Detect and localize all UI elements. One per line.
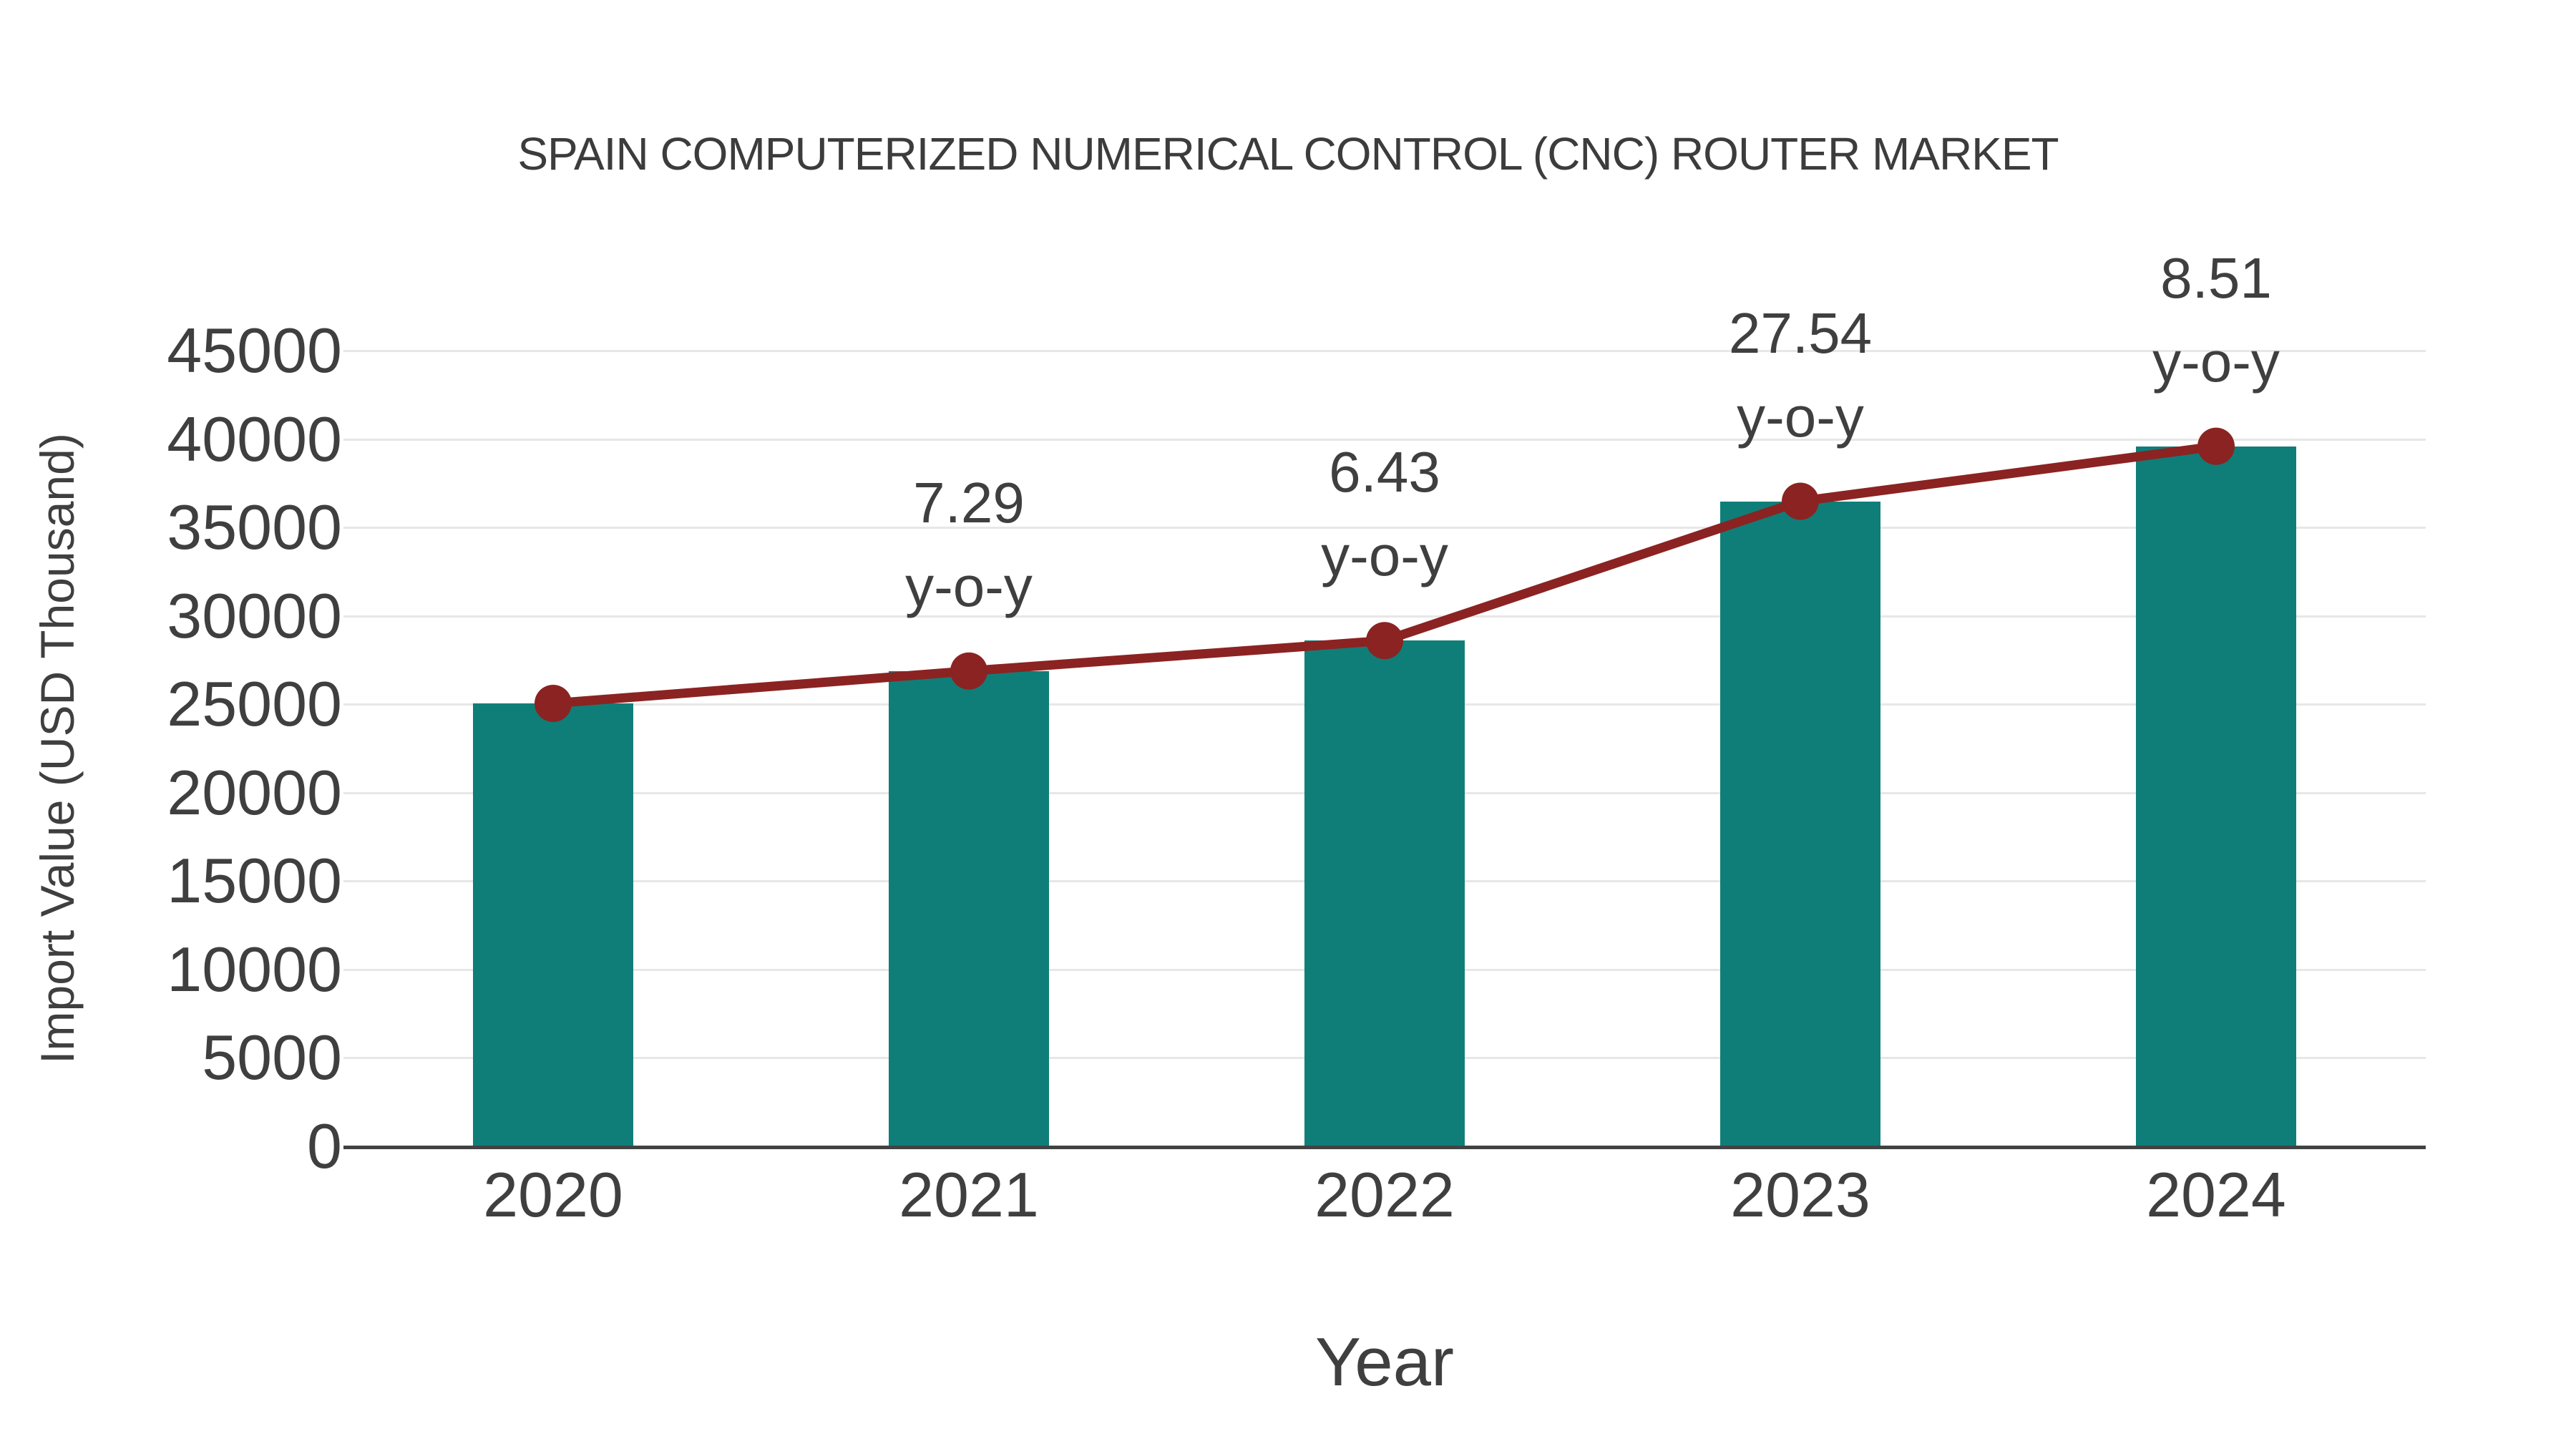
bar-2021 (889, 670, 1049, 1146)
y-gridline (343, 438, 2426, 441)
trend-marker-2021 (950, 652, 987, 690)
annotation-2024-value: 8.51 (2160, 245, 2272, 310)
trend-marker-2024 (2197, 427, 2235, 465)
annotation-2021-unit: y-o-y (905, 554, 1033, 618)
annotation-2023-unit: y-o-y (1737, 384, 1864, 449)
trend-marker-2020 (535, 684, 572, 722)
y-tick-label: 10000 (167, 933, 342, 1005)
trend-marker-2023 (1782, 482, 1819, 520)
y-tick-label: 5000 (202, 1022, 342, 1093)
annotation-2021-value: 7.29 (913, 470, 1025, 535)
x-tick-label-2022: 2022 (1314, 1159, 1455, 1230)
x-tick-label-2024: 2024 (2146, 1159, 2286, 1230)
x-tick-label-2021: 2021 (899, 1159, 1039, 1230)
x-tick-label-2023: 2023 (1730, 1159, 1870, 1230)
annotation-2023-value: 27.54 (1728, 301, 1873, 365)
annotation-2022-unit: y-o-y (1321, 524, 1448, 588)
y-tick-label: 30000 (167, 580, 342, 651)
y-gridline (343, 615, 2426, 618)
bar-2020 (473, 703, 633, 1146)
trend-marker-2022 (1366, 622, 1403, 660)
y-gridline (343, 350, 2426, 352)
y-tick-label: 25000 (167, 668, 342, 740)
chart-title: SPAIN COMPUTERIZED NUMERICAL CONTROL (CN… (517, 128, 2059, 180)
annotation-2022-value: 6.43 (1329, 440, 1440, 504)
y-tick-label: 15000 (167, 845, 342, 917)
y-tick-label: 0 (307, 1111, 342, 1181)
x-axis-line (343, 1146, 2426, 1149)
y-gridline (343, 527, 2426, 530)
bar-2024 (2136, 446, 2296, 1146)
y-tick-label: 20000 (167, 756, 342, 828)
x-axis-title: Year (1315, 1324, 1454, 1400)
y-tick-label: 35000 (167, 492, 342, 563)
bar-2023 (1720, 501, 1880, 1146)
y-tick-label: 40000 (167, 403, 342, 474)
y-tick-label: 45000 (167, 315, 342, 386)
x-tick-label-2020: 2020 (483, 1159, 623, 1230)
bar-2022 (1304, 640, 1465, 1146)
annotation-2024-unit: y-o-y (2152, 329, 2280, 394)
